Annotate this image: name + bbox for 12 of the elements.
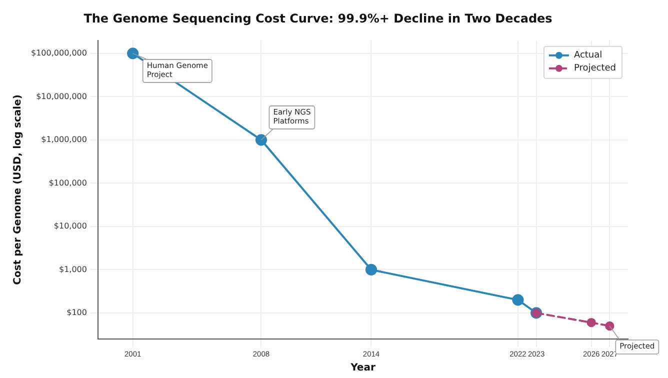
y-tick-label: $1,000,000 (41, 135, 87, 144)
y-tick-label: $10,000,000 (36, 92, 87, 101)
chart-title: The Genome Sequencing Cost Curve: 99.9%+ Decline in Two Decades (84, 11, 552, 26)
y-tick-label: $10,000 (54, 222, 87, 231)
legend-label: Projected (574, 64, 616, 74)
y-tick-label: $100 (66, 308, 87, 318)
x-axis-title: Year (350, 362, 376, 374)
legend-label: Actual (574, 50, 602, 61)
y-tick-label: $1,000 (58, 264, 87, 274)
y-tick-label: $100,000,000 (31, 48, 87, 58)
y-axis-title: Cost per Genome (USD, log scale) (12, 94, 24, 285)
y-tick-label: $100,000 (48, 178, 87, 188)
